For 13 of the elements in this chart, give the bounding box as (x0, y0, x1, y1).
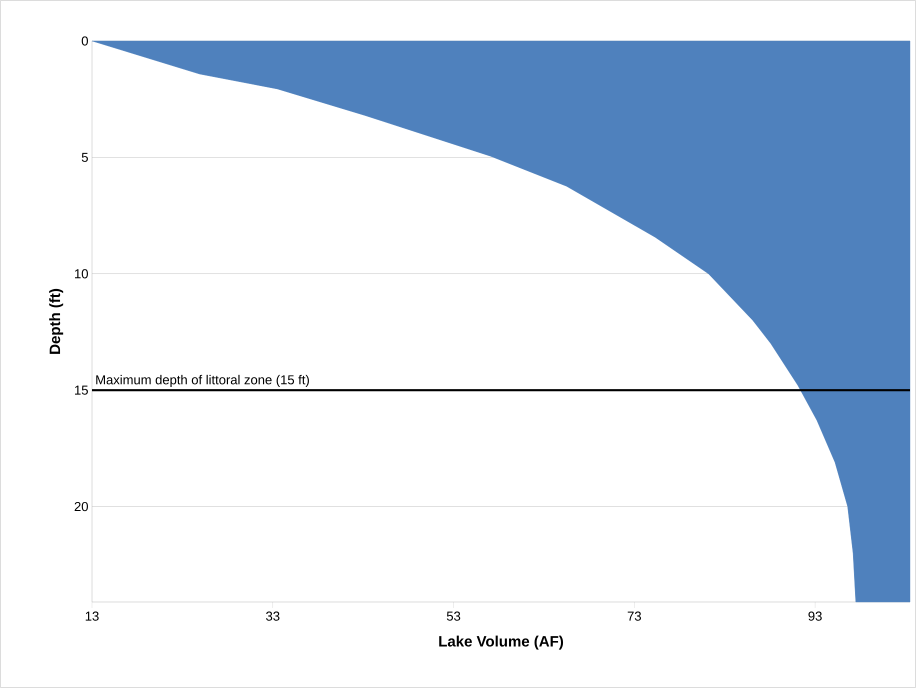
x-tick-label: 53 (446, 612, 460, 621)
x-tick-label: 73 (628, 612, 641, 621)
y-tick-label: 15 (75, 386, 88, 395)
ref-line-label: Maximum depth of littoral zone (15 ft) (96, 374, 309, 387)
y-tick-label: 0 (82, 36, 88, 46)
y-tick-label: 5 (82, 152, 88, 162)
x-tick-label: 93 (808, 612, 822, 621)
y-axis-title: Depth (ft) (49, 288, 64, 354)
y-tick-label: 20 (74, 502, 88, 512)
x-tick-label: 33 (266, 612, 280, 621)
x-axis-title: Lake Volume (AF) (439, 636, 564, 650)
y-tick-label: 10 (75, 269, 88, 278)
x-tick-label: 13 (86, 612, 99, 621)
